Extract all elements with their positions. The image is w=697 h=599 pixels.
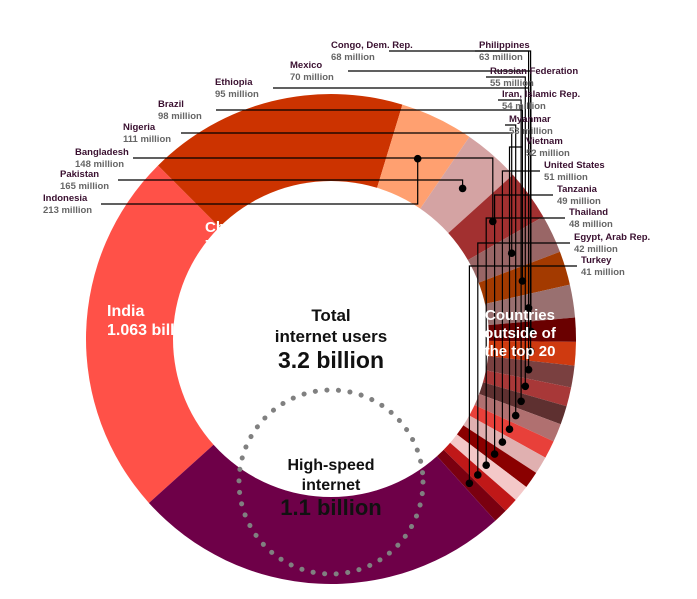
label-value-brazil: 98 million (158, 111, 202, 122)
label-value-myanmar: 53 million (509, 126, 553, 137)
leader-dot-thailand (482, 461, 491, 470)
label-name-turkey: Turkey (581, 255, 612, 266)
leader-line-iran-islamic-rep (498, 99, 522, 402)
india-label-value: 1.063 billion (107, 322, 199, 339)
label-name-indonesia: Indonesia (43, 193, 88, 204)
leader-line-united-states (501, 170, 540, 443)
outside-label-line2: outside of (484, 325, 557, 342)
label-name-united-states: United States (544, 160, 605, 171)
label-value-turkey: 41 million (581, 267, 625, 278)
high-speed-label-line2: internet (302, 477, 361, 494)
label-value-vietnam: 52 million (526, 148, 570, 159)
label-value-congo-dem-rep: 68 million (331, 52, 375, 63)
label-name-myanmar: Myanmar (509, 114, 551, 125)
label-name-nigeria: Nigeria (123, 122, 156, 133)
leader-line-congo-dem-rep (389, 50, 532, 352)
leader-dot-vietnam (505, 425, 514, 434)
callout-leaders (101, 50, 577, 488)
china-label-name: China (205, 219, 247, 236)
leader-dot-egypt-arab-rep (474, 471, 482, 479)
label-name-bangladesh: Bangladesh (75, 147, 129, 158)
label-value-nigeria: 111 million (123, 134, 171, 145)
label-value-iran-islamic-rep: 54 million (502, 101, 546, 112)
label-name-mexico: Mexico (290, 60, 322, 71)
label-value-mexico: 70 million (290, 72, 334, 83)
leader-line-tanzania (494, 194, 553, 455)
label-value-pakistan: 165 million (60, 181, 109, 192)
leader-line-brazil (216, 109, 524, 281)
label-name-ethiopia: Ethiopia (215, 77, 253, 88)
leader-line-turkey (468, 265, 577, 484)
leader-line-russian-federation (486, 76, 526, 387)
high-speed-label-line1: High-speed (287, 457, 374, 474)
total-label-line1: Total (311, 306, 350, 325)
label-name-vietnam: Vietnam (526, 136, 563, 147)
leader-dot-turkey (465, 479, 474, 488)
label-name-philippines: Philippines (479, 40, 530, 51)
label-name-iran-islamic-rep: Iran, Islamic Rep. (502, 89, 580, 100)
leader-dot-united-states (498, 438, 507, 446)
total-label-line2: internet users (275, 327, 387, 346)
high-speed-dotted-ring (236, 387, 426, 577)
leader-line-philippines (475, 50, 530, 370)
leader-dot-philippines (524, 365, 533, 374)
label-value-ethiopia: 95 million (215, 89, 259, 100)
label-value-tanzania: 49 million (557, 196, 601, 207)
outside-label-line3: the top 20 (485, 343, 556, 360)
leader-dot-russian-federation (521, 382, 530, 391)
label-name-egypt-arab-rep: Egypt, Arab Rep. (574, 232, 650, 243)
label-name-brazil: Brazil (158, 99, 184, 110)
donut-hole (173, 181, 489, 497)
leader-line-nigeria (181, 132, 513, 254)
label-name-pakistan: Pakistan (60, 169, 99, 180)
leader-dot-iran-islamic-rep (517, 397, 525, 406)
label-value-egypt-arab-rep: 42 million (574, 244, 618, 255)
leader-line-bangladesh (133, 157, 494, 222)
outside-label-line1: Countries (485, 307, 555, 324)
label-value-bangladesh: 148 million (75, 159, 124, 170)
leader-line-thailand (485, 217, 565, 466)
high-speed-label-value: 1.1 billion (280, 495, 381, 520)
leader-dot-bangladesh (489, 217, 497, 226)
china-label-value: 755 million (205, 237, 283, 254)
leader-dot-indonesia (413, 154, 422, 163)
label-name-congo-dem-rep: Congo, Dem. Rep. (331, 40, 413, 51)
label-value-united-states: 51 million (544, 172, 588, 183)
label-name-russian-federation: Russian Federation (490, 66, 578, 77)
label-name-tanzania: Tanzania (557, 184, 598, 195)
leader-line-indonesia (101, 158, 419, 205)
india-label-name: India (107, 303, 144, 320)
label-value-indonesia: 213 million (43, 205, 92, 216)
leader-line-myanmar (505, 124, 517, 416)
label-value-russian-federation: 55 million (490, 78, 534, 89)
leader-dot-pakistan (458, 184, 467, 193)
leader-dot-tanzania (490, 450, 499, 458)
leader-line-vietnam (508, 146, 522, 430)
leader-line-egypt-arab-rep (477, 242, 570, 475)
label-value-philippines: 63 million (479, 52, 523, 63)
total-label-value: 3.2 billion (278, 347, 384, 373)
leader-dot-myanmar (511, 411, 520, 420)
label-value-thailand: 48 million (569, 219, 613, 230)
label-name-thailand: Thailand (569, 207, 608, 218)
